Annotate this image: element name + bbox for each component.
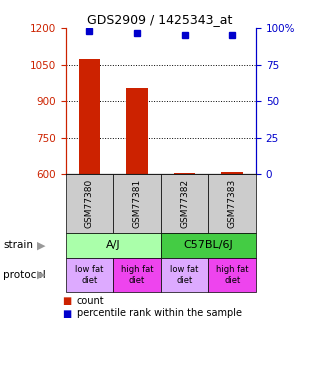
Text: ■: ■ [62,296,72,306]
Text: high fat
diet: high fat diet [216,265,248,285]
Text: low fat
diet: low fat diet [171,265,199,285]
Text: GDS2909 / 1425343_at: GDS2909 / 1425343_at [87,13,233,26]
Bar [221,172,243,174]
Text: high fat
diet: high fat diet [121,265,153,285]
Text: A/J: A/J [106,240,121,250]
Text: strain: strain [3,240,33,250]
Text: percentile rank within the sample: percentile rank within the sample [77,309,242,318]
Text: GSM77383: GSM77383 [228,179,237,228]
Text: GSM77381: GSM77381 [132,179,141,228]
Text: count: count [77,296,104,306]
Text: ▶: ▶ [37,240,46,250]
Text: ▶: ▶ [37,270,46,280]
Text: GSM77380: GSM77380 [85,179,94,228]
Text: ■: ■ [62,309,72,318]
Text: GSM77382: GSM77382 [180,179,189,228]
Text: low fat
diet: low fat diet [75,265,104,285]
Text: C57BL/6J: C57BL/6J [184,240,233,250]
Bar [79,58,100,174]
Bar [126,88,148,174]
Bar [174,173,195,174]
Text: protocol: protocol [3,270,46,280]
